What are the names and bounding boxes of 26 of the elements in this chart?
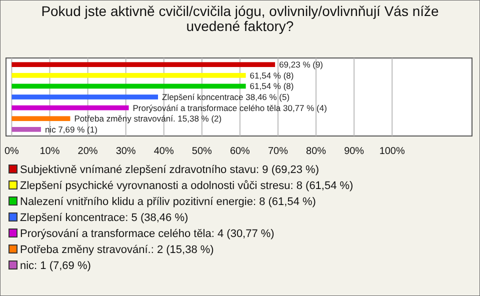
x-tick-label: 50%: [192, 146, 212, 157]
legend-label: Prorýsování a transformace celého těla: 4 (30,77 %): [20, 228, 274, 240]
x-tick-label: 60%: [230, 146, 250, 157]
legend-label: nic: 1 (7,69 %): [20, 260, 91, 272]
data-label: 61,54 % (8): [250, 70, 294, 80]
legend-label: Zlepšení koncentrace: 5 (38,46 %): [20, 212, 188, 224]
legend-label: Nalezení vnitřního klidu a příliv pozitivní energie: 8 (61,54 %): [20, 196, 316, 208]
legend-label: Subjektivně vnímané zlepšení zdravotního stavu: 9 (69,23 %): [20, 164, 320, 176]
x-tick-label: 0%: [4, 146, 20, 157]
x-tick-label: 70%: [268, 146, 288, 157]
legend-label: Potřeba změny stravování.: 2 (15,38 %): [20, 244, 214, 256]
data-label: Potřeba změny stravování. 15,38 % (2): [74, 114, 222, 124]
data-label: 61,54 % (8): [250, 81, 294, 92]
x-tick-label: 100%: [379, 146, 406, 157]
x-tick-label: 30%: [116, 146, 136, 157]
legend-label: Zlepšení psychické vyrovnanosti a odolnosti vůči stresu: 8 (61,54 %): [20, 180, 354, 192]
data-label: Prorýsování a transformace celého těla 30,77 % (4): [132, 102, 328, 113]
x-tick-label: 20%: [78, 146, 98, 157]
data-label: nic 7,69 % (1): [44, 124, 98, 134]
data-label: Zlepšení koncentrace 38,46 % (5): [162, 92, 290, 102]
x-tick-label: 40%: [154, 146, 174, 157]
x-tick-label: 10%: [40, 146, 60, 157]
x-tick-label: 80%: [306, 146, 326, 157]
x-tick-label: 90%: [344, 146, 364, 157]
chart-title: Pokud jste aktivně cvičil/cvičila jógu, ovlivnily/ovlivnňují Vás níže uvedené faktory?: [41, 3, 440, 34]
data-label: 69,23 % (9): [279, 60, 324, 70]
